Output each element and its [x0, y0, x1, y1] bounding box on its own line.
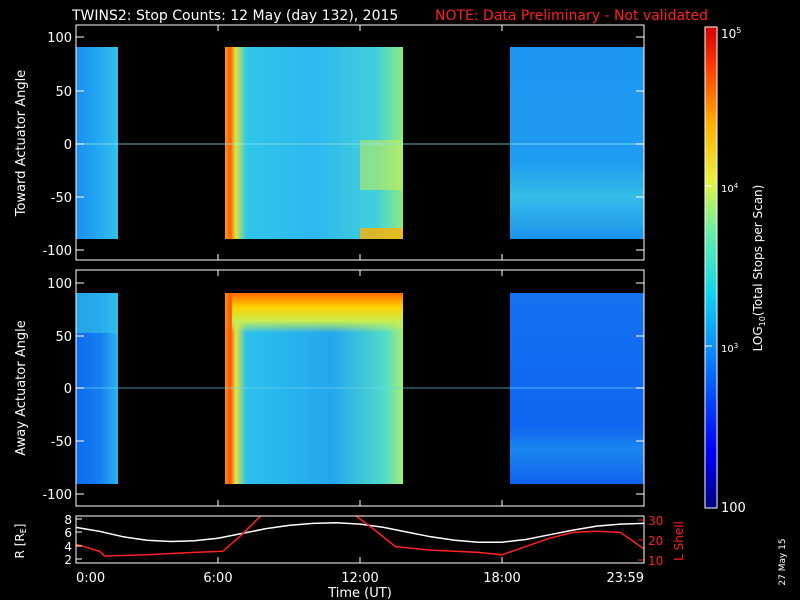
- top-ytick-label: 0: [64, 138, 72, 153]
- bottom-ephemeris-panel: 8 6 4 2 30 20 10 R [RE] L Shell 0:00 6:0…: [13, 25, 686, 600]
- colorbar-tick-label: 105: [721, 26, 741, 41]
- top-hot-edge: [360, 228, 403, 239]
- top-heatmap-data: [76, 47, 644, 239]
- bottom-right-tick: 30: [648, 514, 663, 528]
- bottom-left-axis-label: R [RE]: [13, 524, 28, 559]
- r-label-sub: E: [19, 528, 28, 533]
- top-ytick-label: -100: [42, 244, 72, 259]
- r-label-text: R [R: [13, 533, 27, 558]
- chart-title: TWINS2: Stop Counts: 12 May (day 132), 2…: [71, 8, 398, 24]
- bottom-axes-frame: [75, 515, 645, 564]
- colorbar-tick-label: 100: [721, 501, 746, 516]
- bottom-right-tick: 10: [648, 554, 663, 568]
- top-data-block-3: [510, 47, 644, 239]
- xtick-label: 6:00: [203, 571, 232, 586]
- top-ytick-label: 50: [55, 85, 72, 100]
- middle-ylabel: Away Actuator Angle: [14, 320, 29, 455]
- middle-hot-band: [232, 293, 403, 333]
- bottom-tick-marks: [75, 25, 645, 563]
- preliminary-note: NOTE: Data Preliminary - Not validated: [435, 8, 708, 24]
- xtick-label: 12:00: [341, 571, 378, 586]
- middle-heatmap-data: [76, 293, 644, 484]
- xtick-label: 18:00: [483, 571, 520, 586]
- x-axis-label: Time (UT): [327, 586, 392, 600]
- bottom-right-tick: 20: [648, 534, 663, 548]
- top-ytick-marks: [76, 36, 644, 251]
- colorbar-tick-base: 10: [721, 27, 736, 41]
- l-shell-line: [76, 516, 263, 557]
- top-heatmap-panel: 100 50 0 -50 -100 Toward Actuator Angle: [14, 24, 645, 261]
- xtick-label: 23:59: [607, 571, 644, 586]
- colorbar-tick-label: 104: [721, 182, 739, 195]
- colorbar-label-sub: 10: [758, 316, 767, 326]
- top-ytick-label: -50: [51, 191, 72, 206]
- bottom-left-tick: 2: [64, 553, 72, 567]
- middle-data-block-3: [510, 293, 644, 484]
- middle-heatmap-panel: 100 50 0 -50 -100 Away Actuator Angle: [14, 269, 645, 507]
- colorbar-tick-base: 10: [721, 184, 734, 195]
- l-shell-line: [354, 516, 644, 556]
- colorbar-label: LOG10(Total Stops per Scan): [751, 185, 767, 352]
- bottom-left-tick: 8: [64, 513, 72, 527]
- bottom-right-axis-label: L Shell: [672, 521, 686, 561]
- xtick-label: 0:00: [76, 571, 105, 586]
- colorbar: 105 104 103 100 LOG10(Total Stops per Sc…: [704, 26, 767, 516]
- middle-ytick-label: -100: [42, 488, 72, 503]
- top-ytick-label: 100: [47, 31, 72, 46]
- middle-ytick-label: 50: [55, 330, 72, 345]
- bottom-left-tick: 6: [64, 526, 72, 540]
- top-data-block-1: [76, 47, 118, 239]
- colorbar-tick-label: 103: [721, 342, 738, 355]
- colorbar-tick-base: 10: [721, 344, 734, 355]
- colorbar-tick-exp: 4: [734, 182, 739, 190]
- middle-ytick-label: 0: [64, 382, 72, 397]
- middle-ytick-label: -50: [51, 435, 72, 450]
- r-distance-line: [76, 521, 644, 543]
- middle-block-1-top: [76, 293, 118, 333]
- colorbar-frame: [704, 26, 718, 509]
- middle-ytick-label: 100: [47, 277, 72, 292]
- colorbar-tick-exp: 5: [736, 26, 741, 35]
- ephemeris-plot-area: [76, 516, 644, 557]
- date-stamp: 27 May 15: [778, 538, 788, 585]
- colorbar-gradient: [705, 27, 717, 508]
- colorbar-tick-exp: 3: [734, 342, 738, 350]
- r-label-end: ]: [13, 524, 27, 529]
- top-ylabel: Toward Actuator Angle: [14, 70, 29, 217]
- middle-ytick-marks: [76, 282, 644, 495]
- top-warm-region: [360, 140, 403, 190]
- bottom-left-tick: 4: [64, 540, 72, 554]
- colorbar-label-log: LOG: [751, 326, 765, 351]
- colorbar-label-rest: (Total Stops per Scan): [751, 185, 765, 316]
